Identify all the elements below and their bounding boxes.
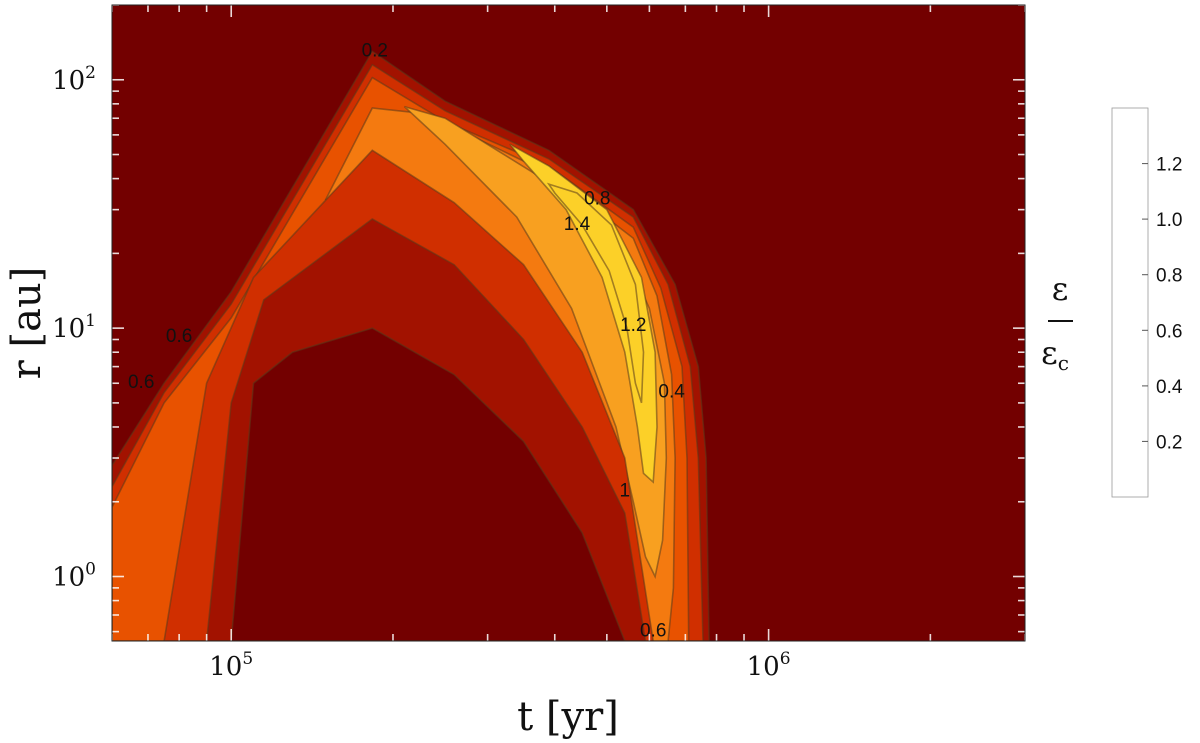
colorbar-tick-label: 0.2 [1156,432,1182,453]
contour-region-1-4 [546,182,645,404]
contour-inner-cavity-0-2 [230,327,626,641]
x-tick-label: 106 [747,649,791,682]
colorbar-title-denominator-subscript: c [1058,351,1069,375]
colorbar: 0.2 0.4 0.6 0.8 1.0 1.2 [1111,107,1183,498]
contour-label: 1 [620,481,631,502]
y-tick-label: 101 [52,311,96,344]
x-tick-label-base: 10 [209,652,242,682]
plot-area: 0.2 0.8 1.4 1.2 0.4 1 0.6 0.6 0.6 [111,4,1026,642]
colorbar-tick-label: 1.0 [1156,210,1182,231]
colorbar-tick-label: 0.4 [1156,377,1183,398]
contour-layer [112,50,710,641]
contour-label: 0.2 [362,41,388,62]
x-tick-label-base: 10 [747,652,780,682]
y-tick-label: 102 [52,63,96,96]
contour-label: 0.6 [166,326,192,347]
colorbar-tick-label: 1.2 [1156,155,1182,176]
contour-label: 0.8 [584,188,610,209]
y-tick-label-exponent: 1 [85,311,96,331]
x-tick-label-exponent: 5 [242,649,253,669]
y-tick-label-base: 10 [52,314,85,344]
contour-label: 0.6 [640,621,666,642]
contour-label: 0.4 [658,382,685,403]
x-axis-title: t [yr] [517,694,619,740]
y-tick-label-exponent: 0 [85,560,96,580]
y-axis-title: r [au] [4,267,50,380]
y-tick-label-exponent: 2 [85,63,96,83]
colorbar-title-denominator: εc [1041,334,1069,375]
x-tick-label: 105 [209,649,253,682]
y-tick-label-base: 10 [52,563,85,593]
contour-label: 1.2 [620,315,646,336]
y-tick-label: 100 [52,560,96,593]
plot-frame [111,4,1026,642]
y-tick-label-base: 10 [52,66,85,96]
contour-label: 0.6 [128,372,154,393]
colorbar-frame [1111,107,1149,498]
colorbar-tick-label: 0.8 [1156,266,1182,287]
colorbar-tick-label: 0.6 [1156,321,1182,342]
colorbar-title: ε εc [1041,270,1073,375]
x-tick-label-exponent: 6 [780,649,791,669]
contour-labels: 0.2 0.8 1.4 1.2 0.4 1 0.6 0.6 0.6 [128,41,685,642]
colorbar-title-numerator: ε [1052,270,1069,308]
contour-label: 1.4 [564,214,591,235]
